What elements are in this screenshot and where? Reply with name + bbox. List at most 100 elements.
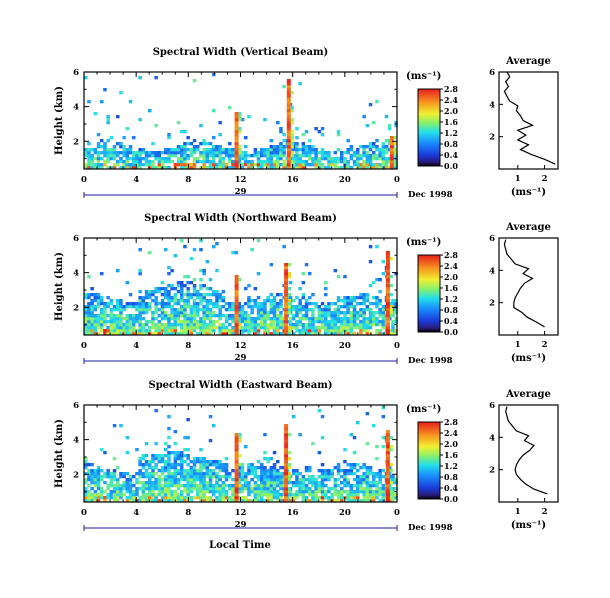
heatmap-cell — [349, 320, 354, 324]
heatmap-cell — [378, 278, 382, 282]
heatmap-cell — [109, 320, 114, 324]
heatmap-cell — [106, 296, 110, 300]
heatmap-cell — [231, 166, 235, 170]
y-tick-label: 6 — [73, 234, 79, 244]
spike-cell — [288, 293, 292, 297]
heatmap-cell — [205, 287, 210, 291]
heatmap-cell — [381, 326, 386, 330]
heatmap-cell — [269, 154, 274, 158]
spike-cell — [290, 109, 294, 113]
heatmap-cell — [381, 145, 386, 149]
heatmap-cell — [356, 157, 360, 161]
heatmap-cell — [221, 475, 226, 479]
heatmap-cell — [176, 163, 181, 167]
heatmap-cell — [327, 314, 331, 318]
heatmap-cell — [157, 475, 162, 479]
heatmap-cell — [189, 166, 194, 170]
heatmap-cell — [151, 496, 155, 500]
heatmap-cell — [180, 239, 184, 243]
heatmap-cell — [93, 481, 98, 485]
heatmap-cell — [324, 496, 328, 500]
heatmap-cell — [365, 154, 370, 158]
heatmap-cell — [343, 472, 347, 476]
heatmap-cell — [135, 308, 139, 312]
heatmap-cell — [180, 484, 184, 488]
spike-cell — [393, 163, 397, 167]
heatmap-cell — [352, 463, 357, 467]
heatmap-cell — [128, 478, 133, 482]
heatmap-cell — [394, 317, 398, 321]
spike-cell — [234, 148, 239, 152]
heatmap-cell — [247, 305, 251, 309]
colorbar-tick-label: 0.0 — [444, 494, 458, 504]
heatmap-cell — [180, 163, 184, 167]
heatmap-cell — [103, 472, 107, 476]
heatmap-cell — [180, 460, 184, 464]
y-tick-label: 4 — [73, 103, 79, 113]
heatmap-cell — [317, 490, 322, 494]
heatmap-cell — [378, 154, 382, 158]
heatmap-cell — [173, 299, 178, 303]
heatmap-cell — [148, 478, 152, 482]
heatmap-cell — [199, 472, 203, 476]
heatmap-cell — [128, 496, 133, 500]
heatmap-cell — [173, 466, 178, 470]
heatmap-cell — [138, 323, 142, 327]
heatmap-cell — [320, 314, 325, 318]
heatmap-cell — [384, 166, 389, 170]
heatmap-cell — [250, 305, 254, 309]
heatmap-cell — [247, 329, 251, 333]
heatmap-cell — [138, 317, 142, 321]
heatmap-cell — [362, 472, 366, 476]
heatmap-cell — [269, 487, 274, 491]
heatmap-cell — [212, 329, 216, 333]
heatmap-cell — [186, 290, 190, 294]
heatmap-cell — [87, 166, 91, 170]
heatmap-cell — [250, 166, 254, 170]
spike-cell — [385, 475, 390, 479]
heatmap-cell — [372, 281, 376, 285]
heatmap-cell — [343, 478, 347, 482]
heatmap-cell — [106, 496, 110, 500]
spike-cell — [385, 481, 390, 485]
heatmap-cell — [218, 469, 222, 473]
heatmap-cell — [266, 484, 270, 488]
heatmap-cell — [224, 151, 229, 155]
heatmap-cell — [100, 469, 104, 473]
heatmap-cell — [336, 466, 341, 470]
heatmap-cell — [381, 308, 386, 312]
heatmap-cell — [151, 326, 155, 330]
heatmap-cell — [372, 163, 376, 167]
heatmap-cell — [356, 296, 360, 300]
heatmap-cell — [103, 490, 107, 494]
heatmap-cell — [128, 484, 133, 488]
heatmap-cell — [266, 478, 270, 482]
heatmap-cell — [272, 329, 277, 333]
heatmap-cell — [320, 154, 325, 158]
heatmap-cell — [183, 329, 187, 333]
panel-3: Spectral Width (Eastward Beam)0 4 8 12 16 20 0… — [54, 380, 559, 533]
heatmap-cell — [176, 151, 181, 155]
heatmap-cell — [340, 493, 344, 497]
heatmap-cell — [304, 302, 309, 306]
heatmap-cell — [212, 290, 216, 294]
heatmap-cell — [327, 151, 331, 155]
spike-cell — [234, 136, 239, 140]
heatmap-cell — [375, 317, 379, 321]
heatmap-cell — [218, 305, 222, 309]
heatmap-cell — [327, 499, 331, 503]
heatmap-cell — [173, 463, 178, 467]
heatmap-cell — [196, 145, 200, 149]
spike-cell — [234, 490, 239, 494]
heatmap-cell — [381, 436, 386, 440]
heatmap-cell — [279, 323, 283, 327]
spike-cell — [286, 136, 291, 140]
heatmap-cell — [343, 317, 347, 321]
heatmap-cell — [160, 472, 165, 476]
heatmap-cell — [186, 157, 190, 161]
heatmap-cell — [170, 484, 174, 488]
heatmap-cell — [231, 329, 235, 333]
heatmap-cell — [170, 478, 174, 482]
heatmap-cell — [87, 142, 91, 146]
heatmap-cell — [266, 323, 270, 327]
